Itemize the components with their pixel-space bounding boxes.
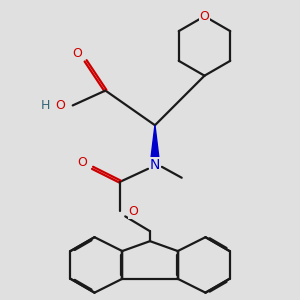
Text: O: O — [55, 99, 65, 112]
Polygon shape — [151, 125, 159, 162]
Text: O: O — [200, 10, 209, 23]
Text: O: O — [73, 47, 82, 60]
Text: H: H — [40, 99, 50, 112]
Text: O: O — [78, 156, 88, 170]
Text: N: N — [150, 158, 160, 172]
Text: O: O — [128, 205, 138, 218]
